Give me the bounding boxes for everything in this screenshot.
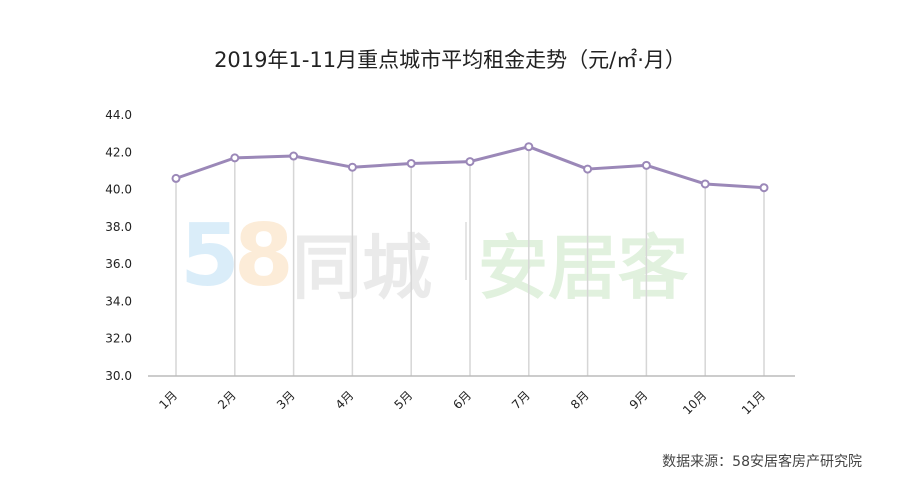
data-point [230,153,240,163]
x-tick-label: 9月 [627,388,651,412]
data-point [171,173,181,183]
watermark-tongcheng: 同城 [292,227,432,309]
watermark-digit-eight: 8 [233,206,294,306]
y-tick-label: 38.0 [105,220,132,234]
data-point [700,179,710,189]
y-tick-label: 44.0 [105,108,132,122]
data-point [289,151,299,161]
x-axis-ticks: 1月 2月 3月 4月 5月 6月 7月 8月 9月 10月 11月 [156,388,768,417]
y-tick-label: 30.0 [105,369,132,383]
data-point [759,183,769,193]
x-tick-label: 4月 [333,388,357,412]
watermark-58-logo: 58 [180,206,294,306]
x-tick-label: 2月 [215,388,239,412]
x-tick-label: 10月 [680,388,709,417]
y-tick-label: 42.0 [105,145,132,159]
y-tick-label: 34.0 [105,294,132,308]
data-point [347,162,357,172]
x-tick-label: 11月 [739,388,768,417]
watermark-divider [465,222,467,280]
x-tick-label: 6月 [450,388,474,412]
x-tick-label: 8月 [568,388,592,412]
y-tick-label: 40.0 [105,183,132,197]
y-tick-label: 32.0 [105,332,132,346]
watermark-anjuke: 安居客 [478,227,688,309]
data-point [641,160,651,170]
y-axis-ticks: 30.0 32.0 34.0 36.0 38.0 40.0 42.0 44.0 [105,108,132,383]
watermark-digit-five: 5 [180,206,240,306]
drop-lines [175,146,765,376]
data-point [465,157,475,167]
x-tick-label: 3月 [274,388,298,412]
x-tick-label: 1月 [156,388,180,412]
data-point [524,142,534,152]
data-point [406,158,416,168]
y-tick-label: 36.0 [105,257,132,271]
series-line [171,142,769,193]
data-source: 数据来源：58安居客房产研究院 [662,454,862,470]
x-tick-label: 7月 [509,388,533,412]
x-tick-label: 5月 [392,388,416,412]
data-point [583,164,593,174]
chart-title: 2019年1-11月重点城市平均租金走势（元/㎡·月） [214,48,686,72]
